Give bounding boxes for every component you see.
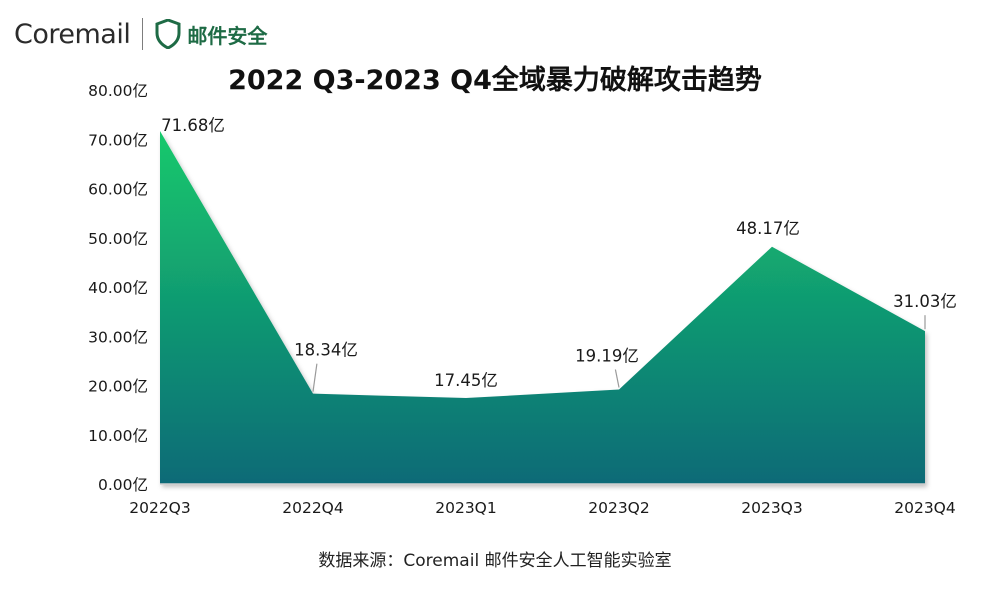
y-tick-label: 40.00亿 — [88, 279, 148, 297]
area-series — [160, 130, 925, 484]
x-tick-label: 2022Q4 — [282, 499, 344, 517]
data-label: 19.19亿 — [575, 346, 639, 365]
shield-icon — [155, 19, 181, 49]
data-label: 18.34亿 — [294, 341, 358, 360]
y-tick-label: 0.00亿 — [98, 476, 148, 494]
y-tick-label: 80.00亿 — [88, 82, 148, 100]
brand-header: Coremail 邮件安全 — [14, 12, 267, 56]
y-tick-label: 60.00亿 — [88, 181, 148, 199]
plot-area: 0.00亿 10.00亿 20.00亿 30.00亿 40.00亿 50.00亿 60.00… — [88, 82, 957, 517]
y-tick-label: 70.00亿 — [88, 131, 148, 149]
chart-title: 2022 Q3-2023 Q4全域暴力破解攻击趋势 — [228, 65, 762, 96]
x-tick-label: 2023Q4 — [894, 499, 956, 517]
data-label: 31.03亿 — [893, 292, 957, 311]
brand-divider — [142, 18, 144, 50]
x-tick-label: 2023Q1 — [435, 499, 497, 517]
coremail-logo: Coremail — [14, 18, 131, 50]
y-tick-label: 50.00亿 — [88, 230, 148, 248]
y-tick-label: 10.00亿 — [88, 427, 148, 445]
x-tick-label: 2023Q3 — [741, 499, 803, 517]
data-label: 17.45亿 — [434, 371, 498, 390]
data-label: 71.68亿 — [161, 116, 225, 135]
data-label-leader — [312, 363, 318, 392]
data-label: 48.17亿 — [736, 219, 800, 238]
data-source-note: 数据来源：Coremail 邮件安全人工智能实验室 — [318, 551, 672, 571]
y-tick-label: 30.00亿 — [88, 328, 148, 346]
x-tick-label: 2023Q2 — [588, 499, 650, 517]
data-label-leader — [614, 369, 620, 388]
y-tick-label: 20.00亿 — [88, 378, 148, 396]
product-name: 邮件安全 — [187, 23, 268, 48]
x-tick-label: 2022Q3 — [129, 499, 191, 517]
